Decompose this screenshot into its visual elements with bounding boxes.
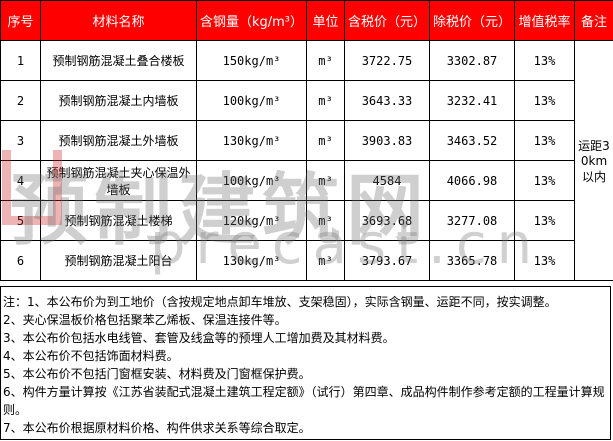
column-header: 增值税率 [514,0,575,41]
cell-notax: 4066.98 [429,160,515,201]
cell-no: 2 [0,80,41,121]
note-line: 注：1、本公布价为到工地价（含按规定地点卸车堆放、支架稳固），实际含钢量、运距不… [3,295,557,309]
note-line: 4、本公布价不包括饰面材料费。 [3,349,179,363]
column-header: 材料名称 [40,0,197,41]
cell-notax: 3365.78 [429,240,515,281]
table-row: 4 预制钢筋混凝土夹心保温外墙板 100kg/m³ m³ 4584 4066.98 13% [0,160,613,201]
note-line: 7、本公布价根据原材料价格、构件供求关系等综合取定。 [3,421,311,435]
note-line: 6、构件方量计算按《江苏省装配式混凝土建筑工程定额》（试行）第四章、成品构件制作… [3,385,605,417]
cell-name: 预制钢筋混凝土叠合楼板 [40,40,197,81]
cell-tax: 3722.75 [344,40,430,81]
cell-name: 预制钢筋混凝土楼梯 [40,200,197,241]
column-header: 含税价（元） [344,0,430,41]
cell-no: 1 [0,40,41,81]
cell-unit: m³ [306,200,345,241]
cell-notax: 3277.08 [429,200,515,241]
watermark-logo [2,150,62,225]
table-header: 序号 材料名称 含钢量（kg/m³） 单位 含税价（元） 除税价（元） 增值税率 备注 [0,0,613,41]
note-line: 5、本公布价不包括门窗框安装、材料费及门窗框保护费。 [3,367,311,381]
cell-no: 3 [0,120,41,161]
table-row: 2 预制钢筋混凝土内墙板 100kg/m³ m³ 3643.33 3232.41 13% [0,80,613,121]
table-row: 1 预制钢筋混凝土叠合楼板 150kg/m³ m³ 3722.75 3302.87 13% 运… [0,40,613,281]
table-row: 3 预制钢筋混凝土外墙板 130kg/m³ m³ 3903.83 3463.52 13% [0,120,613,161]
cell-steel: 100kg/m³ [196,160,307,201]
cell-steel: 130kg/m³ [196,240,307,281]
cell-steel: 120kg/m³ [196,200,307,241]
price-table: 序号 材料名称 含钢量（kg/m³） 单位 含税价（元） 除税价（元） 增值税率 备注 1 预制… [0,0,613,281]
cell-tax: 4584 [344,160,430,201]
cell-notax: 3232.41 [429,80,515,121]
cell-tax: 3903.83 [344,120,430,161]
column-header: 序号 [0,0,41,41]
notes: 注：1、本公布价为到工地价（含按规定地点卸车堆放、支架稳固），实际含钢量、运距不… [0,286,611,440]
cell-notax: 3302.87 [429,40,515,81]
note-line: 3、本公布价包括水电线管、套管及线盒等的预埋人工增加费及其材料费。 [3,331,395,345]
cell-name: 预制钢筋混凝土内墙板 [40,80,197,121]
cell-notax: 3463.52 [429,120,515,161]
cell-no: 6 [0,240,41,281]
column-header: 含钢量（kg/m³） [196,0,307,41]
column-header: 除税价（元） [429,0,515,41]
cell-rate: 13% [514,40,575,81]
cell-steel: 130kg/m³ [196,120,307,161]
cell-tax: 3793.67 [344,240,430,281]
cell-steel: 150kg/m³ [196,40,307,81]
cell-rate: 13% [514,120,575,161]
column-header: 备注 [574,0,613,41]
cell-rate: 13% [514,80,575,121]
cell-tax: 3693.68 [344,200,430,241]
column-header: 单位 [306,0,345,41]
cell-rate: 13% [514,160,575,201]
cell-name: 预制钢筋混凝土夹心保温外墙板 [40,160,197,201]
table-row: 6 预制钢筋混凝土阳台 130kg/m³ m³ 3793.67 3365.78 13% [0,240,613,281]
cell-tax: 3643.33 [344,80,430,121]
remark-cell: 运距30km以内 [574,40,613,281]
cell-unit: m³ [306,40,345,81]
cell-unit: m³ [306,120,345,161]
table-row: 5 预制钢筋混凝土楼梯 120kg/m³ m³ 3693.68 3277.08 13% [0,200,613,241]
cell-unit: m³ [306,80,345,121]
cell-rate: 13% [514,240,575,281]
note-line: 2、夹心保温板价格包括聚苯乙烯板、保温连接件等。 [3,313,287,327]
cell-unit: m³ [306,160,345,201]
cell-rate: 13% [514,200,575,241]
cell-name: 预制钢筋混凝土阳台 [40,240,197,281]
cell-name: 预制钢筋混凝土外墙板 [40,120,197,161]
cell-unit: m³ [306,240,345,281]
cell-steel: 100kg/m³ [196,80,307,121]
